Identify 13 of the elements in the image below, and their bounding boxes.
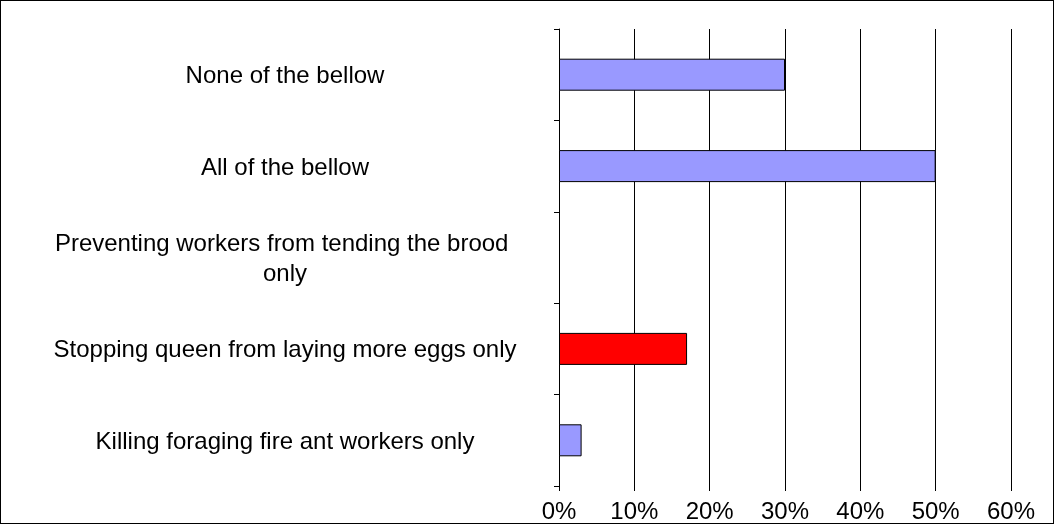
- x-tick-label: 20%: [685, 496, 734, 524]
- y-tick-label: Preventing workers from tending the brood only: [54, 229, 516, 286]
- x-tick-label: 0%: [541, 496, 577, 524]
- y-tick-label: Stopping queen from laying more eggs only: [53, 335, 517, 363]
- x-tick-label: 10%: [610, 496, 659, 524]
- bar: [559, 424, 582, 457]
- x-tick-label: 60%: [986, 496, 1036, 524]
- x-tick-label: 50%: [911, 496, 960, 524]
- x-tick-label: 40%: [836, 496, 885, 524]
- x-tick-label: 30%: [760, 496, 810, 524]
- y-tick-label: None of the bellow: [185, 61, 386, 89]
- y-tick-label: Killing foraging fire ant workers only: [95, 426, 475, 454]
- y-tick-label: All of the bellow: [200, 152, 370, 180]
